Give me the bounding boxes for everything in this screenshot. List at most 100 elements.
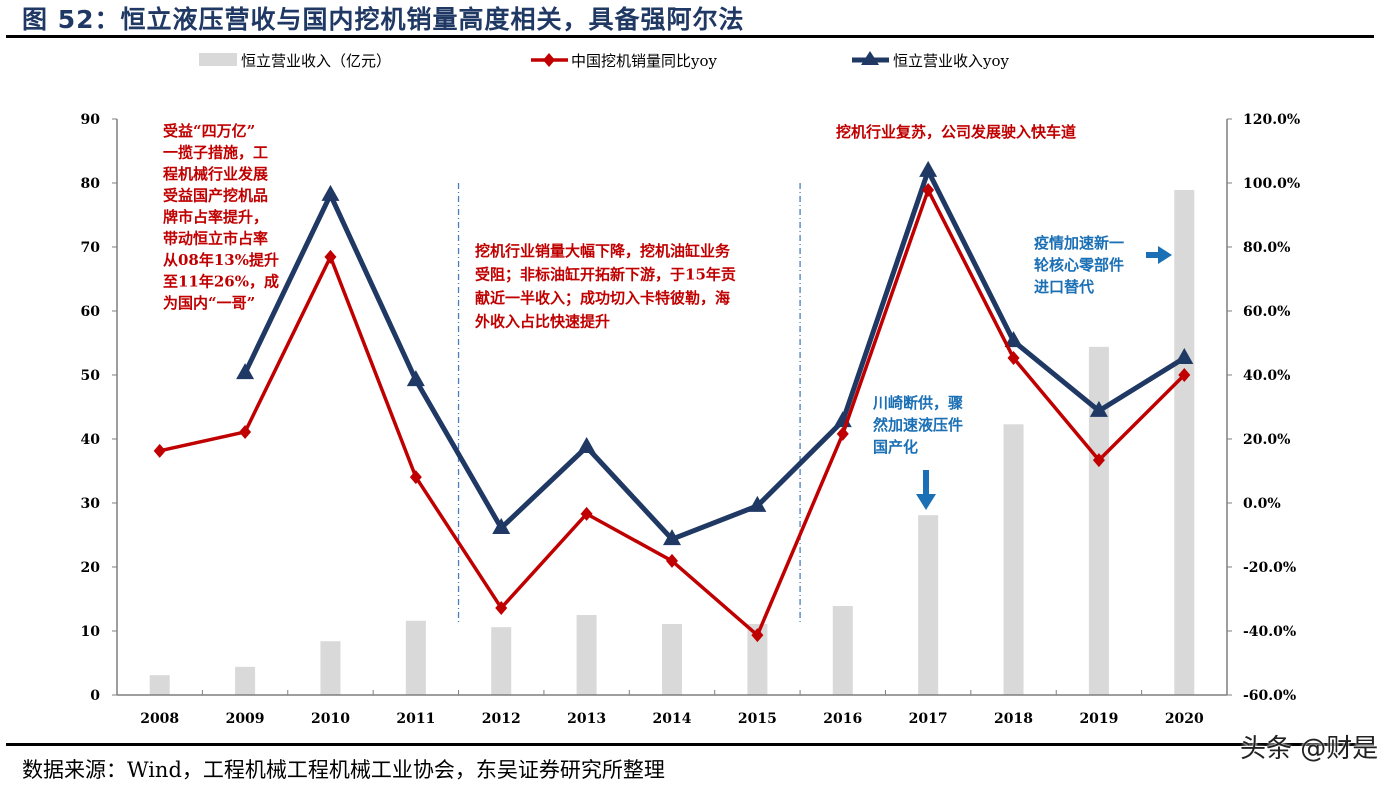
legend-label: 恒立营业收入（亿元） — [241, 52, 391, 70]
right-arrow-icon — [1158, 246, 1172, 264]
diamond-marker-icon — [751, 628, 764, 643]
left-tick-label: 80 — [81, 176, 101, 192]
diamond-marker-icon — [495, 600, 508, 615]
annotation-line: 外收入占比快速提升 — [474, 313, 610, 331]
annotation-line: 牌市占率提升， — [163, 208, 268, 226]
diamond-marker-icon — [1178, 368, 1191, 382]
diamond-marker-icon — [836, 426, 849, 441]
left-tick-label: 30 — [81, 496, 101, 512]
legend-bar-swatch — [199, 53, 237, 66]
triangle-marker-icon — [663, 529, 681, 546]
triangle-marker-icon — [1089, 400, 1108, 417]
x-tick-label: 2010 — [311, 711, 350, 727]
right-tick-label: 80.0% — [1243, 240, 1290, 256]
top-rule-divider — [6, 35, 1374, 38]
annotation-line: 从08年13%提升 — [163, 251, 279, 269]
annotation-line: 川崎断供，骤 — [872, 394, 963, 412]
annotation-line: 程机械行业发展 — [163, 165, 268, 183]
annotation-recovery: 挖机行业复苏，公司发展驶入快车道 — [836, 123, 1076, 141]
revenue-bar — [1003, 424, 1024, 695]
annotation-line: 受阻；非标油缸开拓新下游，于15年贡 — [475, 266, 736, 284]
revenue-bar — [491, 627, 512, 695]
left-tick-label: 20 — [81, 560, 101, 576]
annotation-line: 一揽子措施，工 — [163, 144, 268, 162]
annotation-line: 轮核心零部件 — [1034, 256, 1124, 274]
x-tick-label: 2020 — [1165, 711, 1204, 727]
annotation-line: 挖机行业复苏，公司发展驶入快车道 — [836, 123, 1076, 141]
x-tick-label: 2019 — [1079, 711, 1118, 727]
diamond-marker-icon — [580, 506, 593, 521]
right-tick-label: -60.0% — [1243, 688, 1296, 704]
diamond-marker-icon — [153, 443, 166, 458]
revenue-bar — [576, 615, 597, 695]
diamond-marker-icon — [543, 53, 555, 67]
triangle-marker-icon — [236, 363, 255, 380]
right-arrow-shaft — [1146, 252, 1160, 258]
right-tick-label: -20.0% — [1243, 560, 1296, 576]
triangle-marker-icon — [406, 370, 425, 387]
period-dividers — [457, 183, 801, 625]
right-tick-label: 0.0% — [1243, 496, 1281, 512]
revenue-bar — [149, 675, 170, 695]
bottom-rule-divider — [6, 743, 1374, 746]
revenue-bar — [405, 620, 426, 695]
diamond-marker-icon — [1092, 453, 1105, 468]
annotation-line: 国产化 — [873, 438, 918, 456]
annotation-line: 然加速液压件 — [873, 416, 963, 434]
annotation-line: 受益国产挖机品 — [163, 187, 268, 205]
revenue-bar — [1088, 346, 1109, 695]
left-tick-label: 60 — [81, 304, 101, 320]
revenue-bars — [149, 190, 1195, 696]
x-tick-label: 2016 — [823, 711, 862, 727]
annotation-line: 至11年26%，成 — [163, 273, 279, 291]
annotation-downturn: 挖机行业销量大幅下降，挖机油缸业务受阻；非标油缸开拓新下游，于15年贡献近一半收… — [474, 242, 736, 331]
chart-axes: 0 10 20 30 40 50 60 70 80 90 -60.0% -40.0% -20.0% 0.0… — [81, 112, 1301, 727]
triangle-marker-icon — [492, 517, 511, 534]
x-tick-label: 2018 — [994, 711, 1033, 727]
right-tick-label: -40.0% — [1243, 624, 1296, 640]
annotation-line: 进口替代 — [1034, 278, 1094, 296]
triangle-marker-icon — [1004, 331, 1023, 348]
revenue-bar — [832, 606, 853, 695]
revenue-bar — [320, 641, 341, 695]
diamond-marker-icon — [324, 249, 337, 264]
left-tick-label: 40 — [81, 432, 101, 448]
triangle-marker-icon — [577, 437, 596, 453]
left-tick-label: 10 — [81, 624, 101, 640]
diamond-marker-icon — [239, 424, 252, 439]
figure-title: 图 52：恒立液压营收与国内挖机销量高度相关，具备强阿尔法 — [22, 5, 745, 34]
annotation-line: 受益“四万亿” — [163, 122, 255, 140]
revenue-yoy-line — [242, 168, 1186, 542]
annotation-line: 带动恒立市占率 — [163, 230, 268, 248]
revenue-bar — [1174, 190, 1195, 696]
left-tick-label: 50 — [81, 368, 101, 384]
revenue-bar — [235, 666, 256, 695]
down-arrow-icon — [916, 494, 936, 510]
right-tick-label: 40.0% — [1243, 368, 1290, 384]
x-tick-label: 2014 — [653, 711, 692, 727]
x-tick-label: 2012 — [482, 711, 521, 727]
diamond-marker-icon — [1007, 351, 1020, 366]
left-tick-label: 70 — [81, 240, 101, 256]
annotation-line: 挖机行业销量大幅下降，挖机油缸业务 — [475, 242, 731, 260]
right-tick-label: 60.0% — [1243, 304, 1290, 320]
x-tick-label: 2015 — [738, 711, 777, 727]
watermark: 头条 @财是 — [1240, 734, 1378, 764]
x-tick-label: 2009 — [226, 711, 265, 727]
right-tick-label: 120.0% — [1243, 112, 1300, 128]
triangle-marker-icon — [321, 184, 340, 201]
triangle-marker-icon — [861, 51, 879, 65]
triangle-marker-icon — [919, 160, 938, 177]
data-source-note: 数据来源：Wind，工程机械工程机械工业协会，东吴证券研究所整理 — [22, 758, 665, 782]
revenue-bar — [662, 623, 682, 695]
legend-label: 中国挖机销量同比yoy — [571, 52, 718, 70]
legend-label: 恒立营业收入yoy — [893, 52, 1010, 70]
right-tick-label: 100.0% — [1243, 176, 1300, 192]
chart-legend: 恒立营业收入（亿元） 中国挖机销量同比yoy 恒立营业收入yoy — [199, 51, 1010, 70]
x-tick-label: 2011 — [396, 711, 435, 727]
yoy-lines — [153, 160, 1194, 643]
